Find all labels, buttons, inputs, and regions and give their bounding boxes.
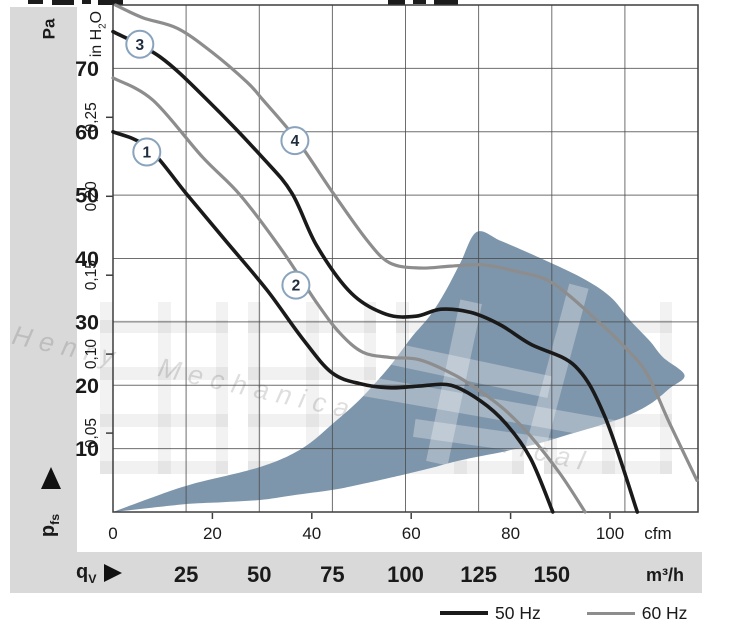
legend-label-50hz: 50 Hz (495, 602, 541, 623)
m3h-tick-label: 50 (247, 562, 271, 587)
plot-border (112, 4, 699, 513)
clipped-text-fragment (388, 0, 405, 5)
pa-tick-label: 50 (75, 184, 99, 208)
inh2o-tick-label: 0,20 (83, 181, 100, 212)
operating-range-region (113, 231, 685, 512)
m3h-tick-label: 100 (387, 562, 424, 587)
pa-tick-label: 10 (75, 437, 99, 461)
pa-tick-label: 40 (75, 247, 99, 271)
legend-line-50hz (440, 611, 488, 615)
qv-right-arrow-icon (104, 564, 123, 582)
curve-marker-label-4: 4 (291, 133, 300, 150)
chart-svg: 70 60 50 40 30 20 10 0,25 0,20 0,15 0,10 0,05 0 20 40 6… (75, 3, 699, 587)
inh2o-tick-label: 0,15 (83, 260, 100, 290)
pa-tick-label: 60 (75, 120, 99, 144)
cfm-tick-label: 100 (596, 524, 624, 543)
curve-marker-label-1: 1 (142, 145, 151, 162)
curve-marker-circle-4 (280, 126, 310, 156)
curve-3-50hz (111, 29, 640, 514)
clipped-text-fragment (413, 0, 426, 4)
curve-1-50hz (111, 130, 555, 514)
m3h-unit-label: m³/h (646, 565, 684, 585)
qv-axis-symbol: qV (76, 559, 123, 587)
curve-2-60hz (111, 76, 587, 514)
curve-marker-label-2: 2 (292, 278, 301, 295)
pa-axis-title: Pa (38, 18, 58, 40)
clipped-text-fragment (52, 0, 74, 5)
legend-item-60hz: 60 Hz (586, 602, 688, 624)
legend-line-60hz (586, 611, 635, 615)
curve-marker-label-3: 3 (135, 37, 144, 54)
inh2o-tick-label: 0,25 (83, 102, 100, 132)
cfm-tick-label: 0 (108, 524, 117, 543)
legend-label-60hz: 60 Hz (641, 602, 688, 623)
cfm-tick-label: 60 (402, 524, 421, 543)
watermark-glyph (100, 302, 228, 474)
inh2o-tick-label: 0,10 (83, 339, 100, 370)
pfs-axis-symbol: pfs (37, 513, 63, 537)
cfm-tick-label: 80 (501, 524, 520, 543)
cfm-tick-label: 40 (302, 524, 321, 543)
pa-tick-label: 20 (75, 374, 99, 398)
curve-4-60hz (113, 3, 699, 482)
legend: 50 Hz 60 Hz (440, 601, 687, 625)
curve-marker-circle-3 (125, 29, 155, 59)
bottom-axis-band (10, 552, 702, 593)
clipped-text-fragment (28, 0, 43, 4)
m3h-tick-label: 25 (174, 562, 198, 587)
m3h-tick-label: 125 (460, 562, 497, 587)
legend-item-50hz: 50 Hz (440, 603, 541, 624)
left-axis-band (10, 7, 77, 593)
curve-marker-circle-1 (132, 137, 162, 167)
pa-tick-label: 30 (75, 310, 99, 334)
cfm-unit-label: cfm (644, 524, 671, 543)
m3h-tick-label: 150 (533, 562, 570, 587)
inh2o-tick-label: 0,05 (83, 418, 100, 448)
clipped-text-fragment (434, 0, 458, 5)
curve-marker-circle-2 (281, 270, 311, 300)
pa-tick-label: 70 (75, 57, 99, 81)
m3h-tick-label: 75 (320, 562, 344, 587)
cfm-tick-label: 20 (203, 524, 222, 543)
clipped-text-fragment (98, 0, 123, 5)
clipped-text-fragment (82, 0, 91, 4)
pfs-up-arrow-icon (41, 467, 61, 489)
plot-area: 70 60 50 40 30 20 10 0,25 0,20 0,15 0,10 0,05 0 20 40 6… (75, 3, 699, 587)
